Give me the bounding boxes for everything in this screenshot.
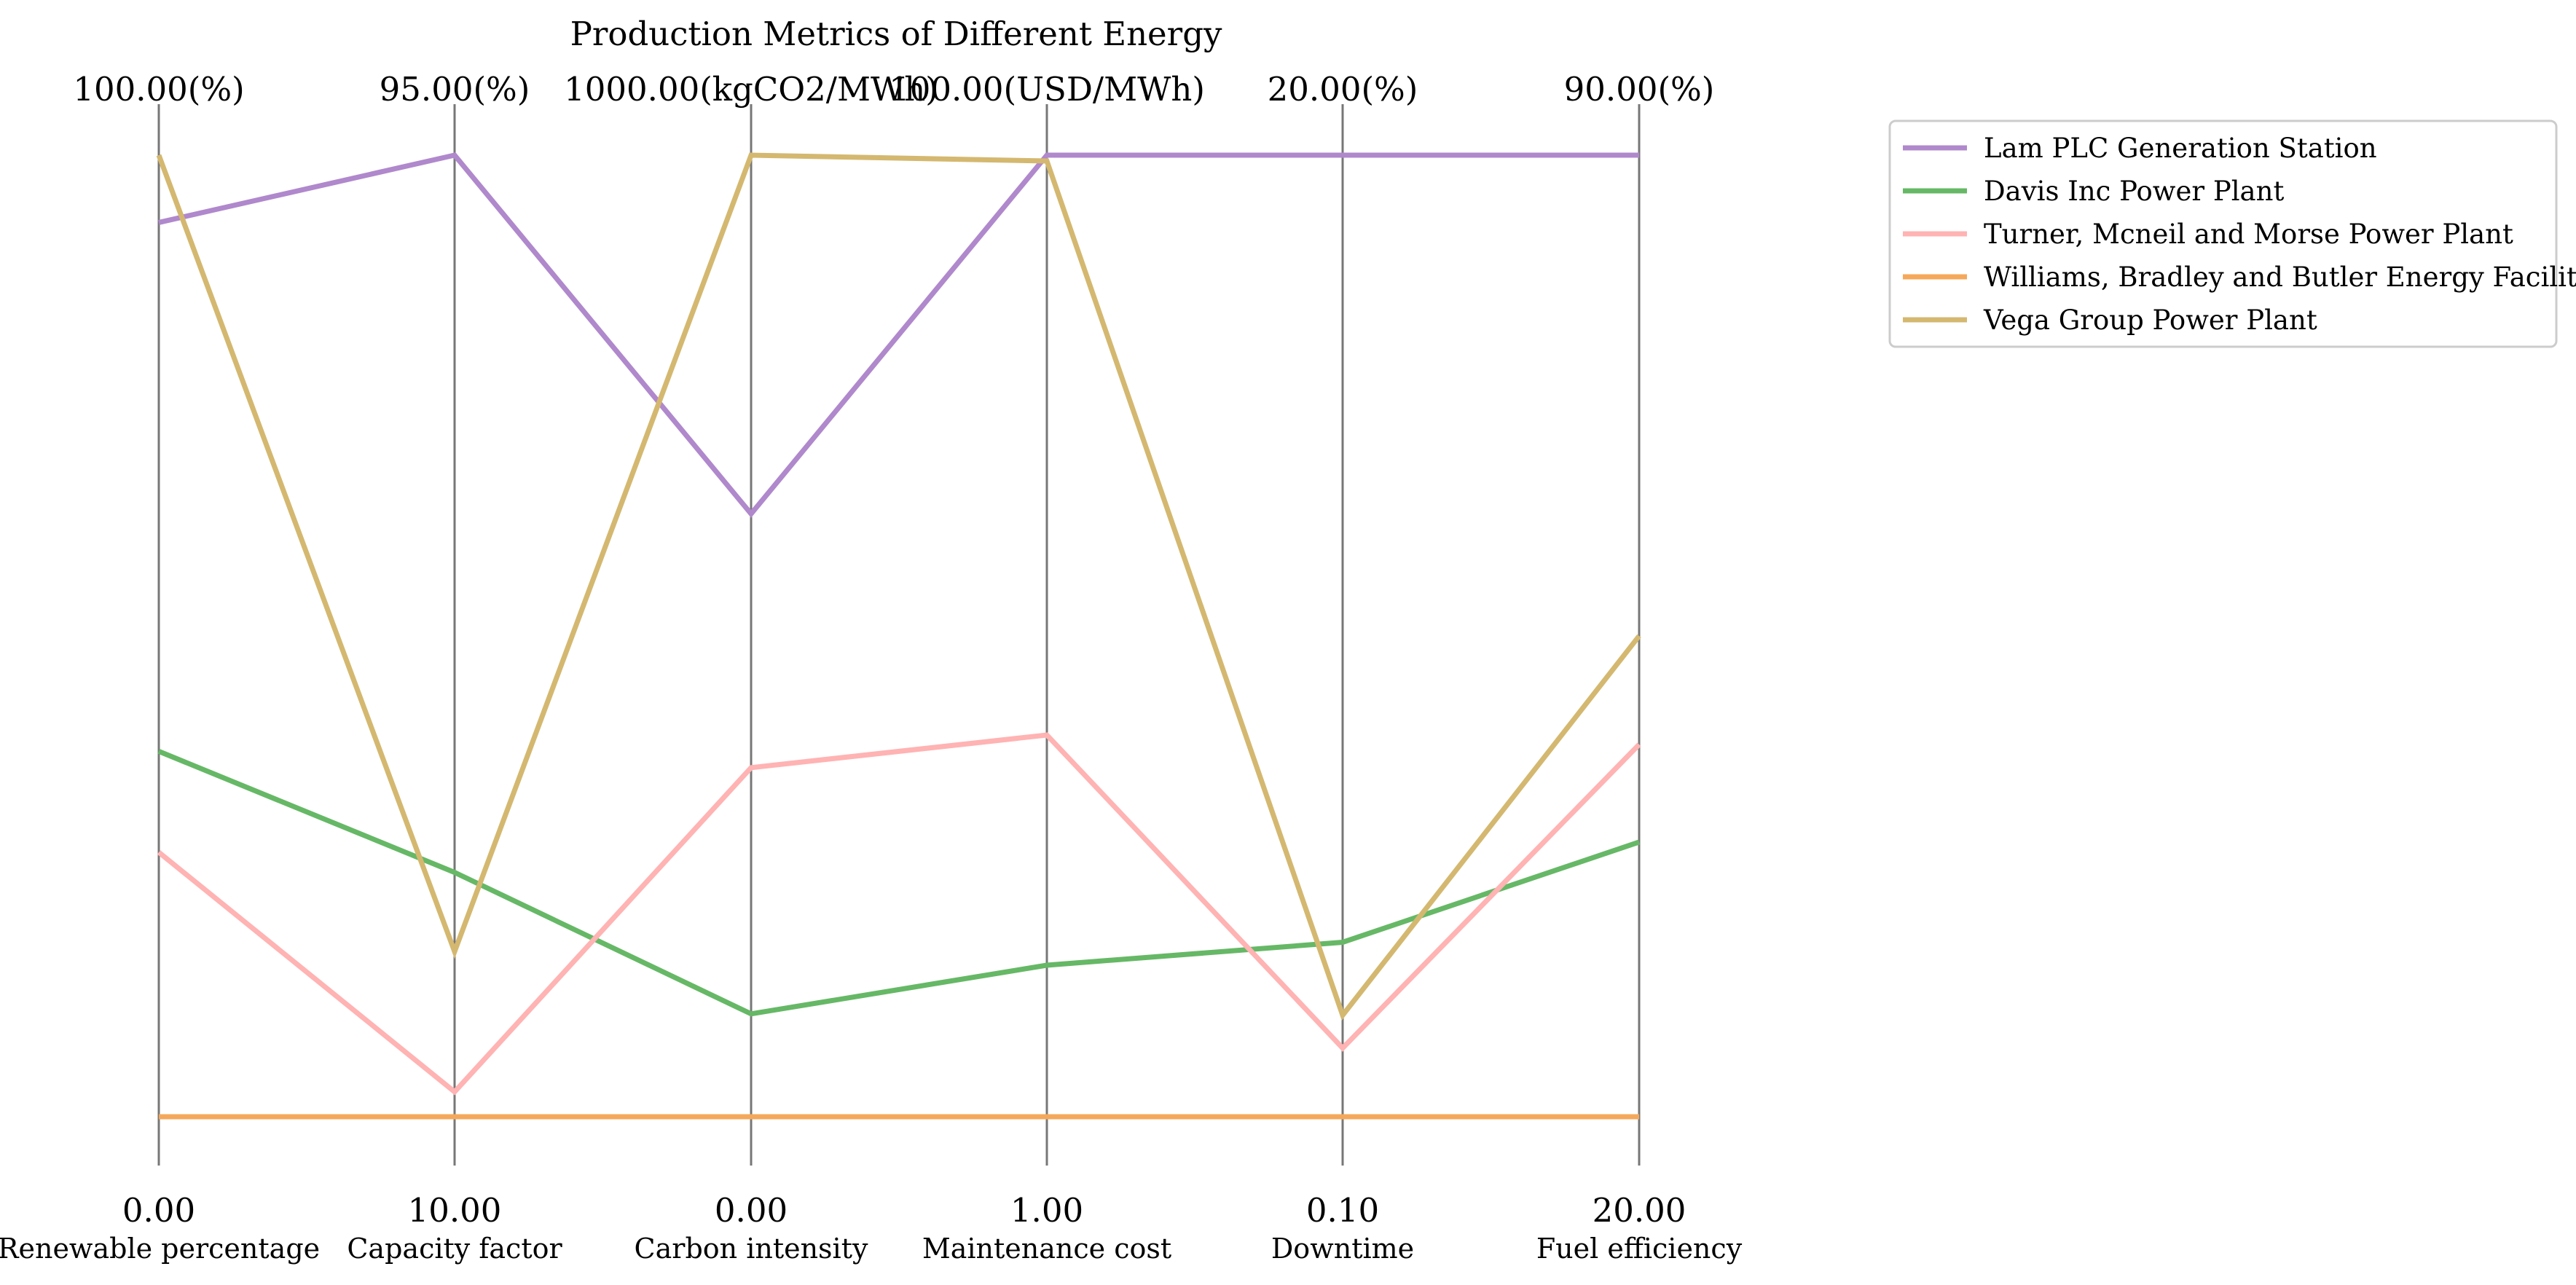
series-lines (156, 152, 1641, 1120)
axis-name-label: Capacity factor (347, 1233, 562, 1265)
axis-max-label: 100.00(USD/MWh) (889, 70, 1205, 109)
axis-max-label: 1000.00(kgCO2/MWh) (564, 70, 938, 109)
axis-max-label: 95.00(%) (380, 70, 530, 109)
axis-name-label: Maintenance cost (922, 1233, 1171, 1265)
legend-label: Lam PLC Generation Station (1984, 133, 2377, 164)
chart-title: Production Metrics of Different Energy (570, 15, 1222, 53)
axis-min-label: 0.00 (715, 1191, 788, 1230)
series-line-3 (157, 732, 1641, 1096)
series-line-5 (156, 152, 1641, 1021)
axis-max-label: 20.00(%) (1268, 70, 1418, 109)
legend-label: Williams, Bradley and Butler Energy Faci… (1984, 262, 2576, 293)
axis-min-label: 0.00 (122, 1191, 195, 1230)
axis-min-label: 1.00 (1010, 1191, 1083, 1230)
axis-name-label: Renewable percentage (0, 1233, 320, 1265)
series-line-2 (157, 749, 1641, 1017)
legend-label: Turner, Mcneil and Morse Power Plant (1984, 219, 2513, 250)
axis-name-label: Carbon intensity (635, 1233, 868, 1265)
axis-max-label: 100.00(%) (73, 70, 244, 109)
axis-max-label: 90.00(%) (1564, 70, 1715, 109)
legend-label: Davis Inc Power Plant (1984, 176, 2284, 207)
axis-min-label: 0.10 (1306, 1191, 1379, 1230)
series-line-1 (158, 152, 1639, 518)
legend-label: Vega Group Power Plant (1983, 304, 2317, 336)
axis-min-label: 10.00 (408, 1191, 502, 1230)
axis-name-label: Downtime (1271, 1233, 1414, 1265)
legend: Lam PLC Generation Station Davis Inc Powe… (1888, 119, 2576, 348)
axis-min-label: 20.00 (1593, 1191, 1686, 1230)
legend-frame (1888, 119, 2558, 348)
axis-name-label: Fuel efficiency (1536, 1233, 1743, 1265)
